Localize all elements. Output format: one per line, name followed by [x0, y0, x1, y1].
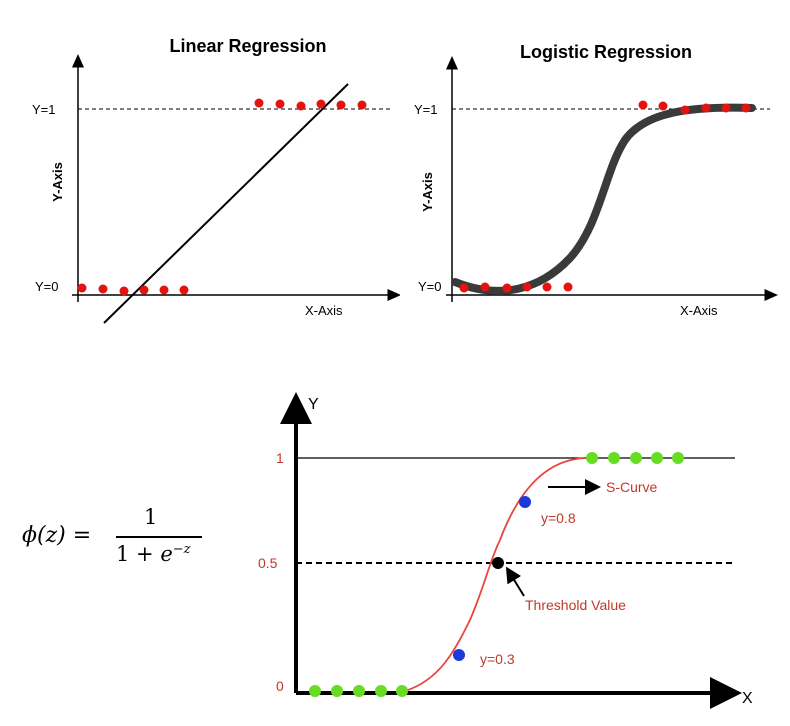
- green-point-bottom-3: [353, 685, 365, 697]
- linear-point-11: [336, 100, 346, 110]
- logistic-data-points: [459, 100, 751, 293]
- logistic-point-11: [721, 103, 731, 113]
- linear-point-4: [139, 285, 149, 295]
- y03-label: y=0.3: [480, 651, 515, 667]
- logistic-regression-panel: Logistic Regression Y=1 Y=0 Y-Axis X-Axi…: [414, 42, 778, 318]
- logistic-y-axis-label: Y-Axis: [420, 172, 435, 212]
- linear-point-2: [98, 284, 108, 294]
- green-point-top-1: [586, 452, 598, 464]
- linear-point-1: [77, 283, 87, 293]
- green-point-bottom-2: [331, 685, 343, 697]
- logistic-point-3: [502, 283, 512, 293]
- logistic-point-7: [638, 100, 648, 110]
- linear-x-axis-label: X-Axis: [305, 303, 343, 318]
- logistic-point-5: [542, 282, 552, 292]
- scurve-x-axis-letter: X: [742, 690, 753, 707]
- linear-point-3: [119, 286, 129, 296]
- logistic-x-axis-label: X-Axis: [680, 303, 718, 318]
- logistic-point-4: [522, 282, 532, 292]
- sigmoid-formula: ϕ(z) = 1 1 + e−z: [22, 505, 207, 575]
- threshold-label: Threshold Value: [525, 597, 626, 613]
- linear-y1-label: Y=1: [32, 102, 56, 117]
- s-curve-label: S-Curve: [606, 479, 658, 495]
- linear-data-points: [77, 98, 367, 296]
- scurve-sigmoid: [404, 457, 586, 692]
- linear-point-8: [275, 99, 285, 109]
- linear-title: Linear Regression: [169, 36, 326, 56]
- scurve-tick-1: 1: [276, 450, 284, 466]
- scurve-green-points-top: [586, 452, 684, 464]
- green-point-bottom-5: [396, 685, 408, 697]
- linear-regression-panel: Linear Regression Y=1 Y=0 Y-Axis X-Axis: [32, 36, 400, 324]
- linear-point-9: [296, 101, 306, 111]
- scurve-point-y08: [519, 496, 531, 508]
- green-point-top-3: [630, 452, 642, 464]
- logistic-title: Logistic Regression: [520, 42, 692, 62]
- green-point-top-2: [608, 452, 620, 464]
- logistic-point-6: [563, 282, 573, 292]
- logistic-point-10: [701, 103, 711, 113]
- linear-point-7: [254, 98, 264, 108]
- scurve-y-axis-letter: Y: [308, 396, 319, 413]
- threshold-arrow: [505, 566, 525, 597]
- linear-point-12: [357, 100, 367, 110]
- logistic-y0-label: Y=0: [418, 279, 442, 294]
- green-point-top-4: [651, 452, 663, 464]
- formula-fraction-bar: [116, 536, 202, 538]
- linear-y-axis-label: Y-Axis: [50, 162, 65, 202]
- green-point-bottom-4: [375, 685, 387, 697]
- logistic-point-2: [480, 282, 490, 292]
- formula-denominator: 1 + e−z: [116, 542, 191, 566]
- formula-denominator-base: 1 +: [116, 542, 161, 566]
- scurve-green-points-bottom: [309, 685, 408, 697]
- logistic-y1-label: Y=1: [414, 102, 438, 117]
- formula-numerator: 1: [144, 505, 158, 529]
- green-point-bottom-1: [309, 685, 321, 697]
- logistic-point-9: [680, 105, 690, 115]
- s-curve-panel: Y X 1 0.5 0 S-Curve y=0.8 Threshold Valu…: [258, 392, 753, 709]
- formula-denominator-e: e: [160, 542, 173, 566]
- green-point-top-5: [672, 452, 684, 464]
- linear-regression-line: [103, 83, 349, 324]
- formula-lhs: ϕ(z) =: [22, 523, 92, 548]
- formula-denominator-exponent: −z: [172, 542, 191, 557]
- linear-point-6: [179, 285, 189, 295]
- y08-label: y=0.8: [541, 510, 576, 526]
- linear-y0-label: Y=0: [35, 279, 59, 294]
- logistic-sigmoid-curve: [451, 103, 756, 295]
- logistic-point-12: [741, 103, 751, 113]
- logistic-point-8: [658, 101, 668, 111]
- scurve-threshold-point: [492, 557, 504, 569]
- scurve-point-y03: [453, 649, 465, 661]
- scurve-tick-05: 0.5: [258, 555, 278, 571]
- linear-point-5: [159, 285, 169, 295]
- linear-point-10: [316, 99, 326, 109]
- logistic-point-1: [459, 283, 469, 293]
- scurve-tick-0: 0: [276, 678, 284, 694]
